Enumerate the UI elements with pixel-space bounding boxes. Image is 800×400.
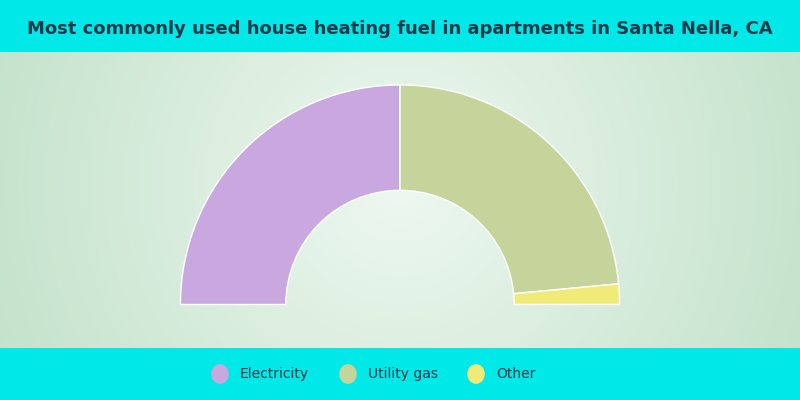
Text: Utility gas: Utility gas — [368, 367, 438, 381]
Text: Other: Other — [496, 367, 535, 381]
Ellipse shape — [339, 364, 357, 384]
Wedge shape — [514, 284, 619, 304]
Ellipse shape — [467, 364, 485, 384]
Ellipse shape — [211, 364, 229, 384]
Wedge shape — [181, 85, 400, 304]
Text: Electricity: Electricity — [240, 367, 309, 381]
Text: Most commonly used house heating fuel in apartments in Santa Nella, CA: Most commonly used house heating fuel in… — [27, 20, 773, 38]
Wedge shape — [400, 85, 618, 294]
